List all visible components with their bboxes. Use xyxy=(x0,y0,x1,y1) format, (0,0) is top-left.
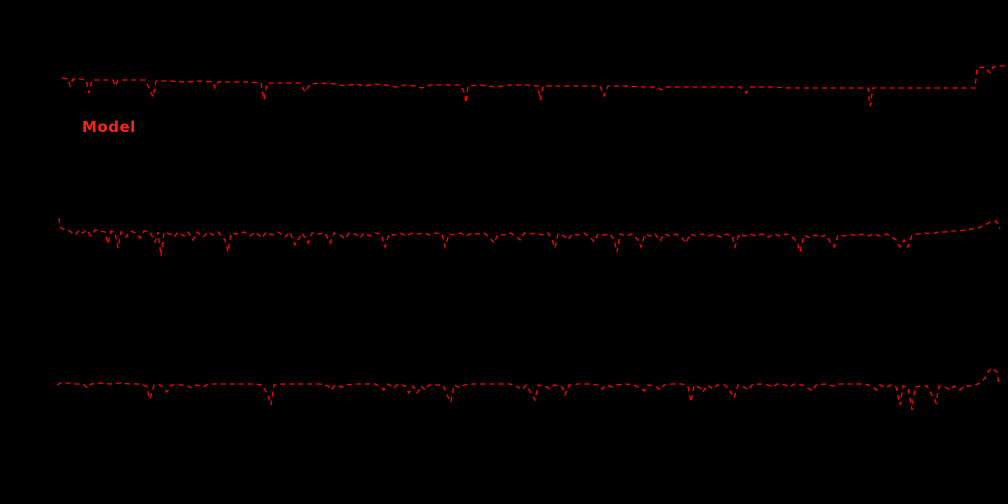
model-spectrum-top xyxy=(61,65,1006,107)
model-spectrum-bottom xyxy=(56,367,1000,411)
model-legend-label: Model xyxy=(82,118,136,136)
model-spectrum-middle xyxy=(58,217,1001,257)
